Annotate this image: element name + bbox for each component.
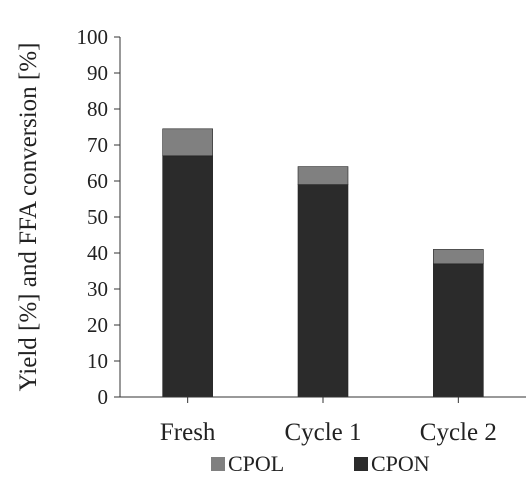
legend-swatch-cpon: [354, 457, 368, 471]
x-category-label: Fresh: [160, 419, 216, 446]
x-category-label: Cycle 2: [420, 419, 497, 446]
legend: CPOL CPON: [211, 451, 430, 476]
legend-label-cpol: CPOL: [228, 451, 284, 476]
y-tick-label: 90: [87, 61, 108, 85]
y-tick-label: 20: [87, 313, 108, 337]
bar-cpon-cycle-1: [297, 184, 349, 398]
bar-cpol-fresh: [162, 128, 213, 157]
x-categories: Fresh Cycle 1 Cycle 2: [160, 397, 497, 446]
y-tick-label: 60: [87, 169, 108, 193]
bars: [162, 128, 484, 398]
y-tick-label: 40: [87, 241, 108, 265]
y-tick-label: 30: [87, 277, 108, 301]
y-tick-label: 80: [87, 97, 108, 121]
y-tick-label: 50: [87, 205, 108, 229]
legend-label-cpon: CPON: [371, 451, 430, 476]
y-ticks: 0 10 20 30 40 50 60 70 80 90 100: [77, 25, 120, 409]
y-tick-label: 100: [77, 25, 109, 49]
y-tick-label: 70: [87, 133, 108, 157]
bar-cpol-cycle-2: [433, 249, 484, 265]
bar-cpol-cycle-1: [297, 166, 349, 185]
y-tick-label: 10: [87, 349, 108, 373]
bar-cpon-fresh: [162, 155, 213, 398]
legend-swatch-cpol: [211, 457, 225, 471]
y-tick-label: 0: [98, 385, 109, 409]
y-axis-title: Yield [%] and FFA conversion [%]: [15, 43, 42, 392]
bar-cpon-cycle-2: [433, 263, 484, 398]
x-category-label: Cycle 1: [284, 419, 361, 446]
